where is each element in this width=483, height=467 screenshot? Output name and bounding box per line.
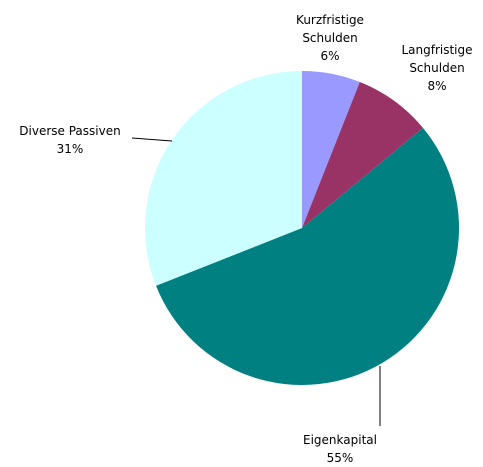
slice-label: Kurzfristige Schulden 6% (285, 11, 375, 65)
slice-label: Diverse Passiven 31% (0, 122, 140, 158)
leader-line (131, 137, 173, 142)
pie-slice (144, 71, 302, 286)
category-label: Diverse Passiven (19, 124, 121, 138)
value-label: 31% (56, 142, 84, 156)
slice-label: Langfristige Schulden 8% (392, 41, 482, 95)
value-label: 6% (320, 49, 340, 63)
value-label: 55% (326, 451, 354, 465)
slice-label: Eigenkapital 55% (290, 431, 390, 467)
pie-slice (302, 71, 360, 228)
category-label: Eigenkapital (303, 433, 377, 447)
pie-slice (302, 82, 423, 229)
pie-slice (156, 127, 460, 385)
category-label: Langfristige Schulden (401, 43, 473, 75)
value-label: 8% (427, 79, 447, 93)
slices (144, 71, 460, 385)
category-label: Kurzfristige Schulden (296, 13, 364, 45)
